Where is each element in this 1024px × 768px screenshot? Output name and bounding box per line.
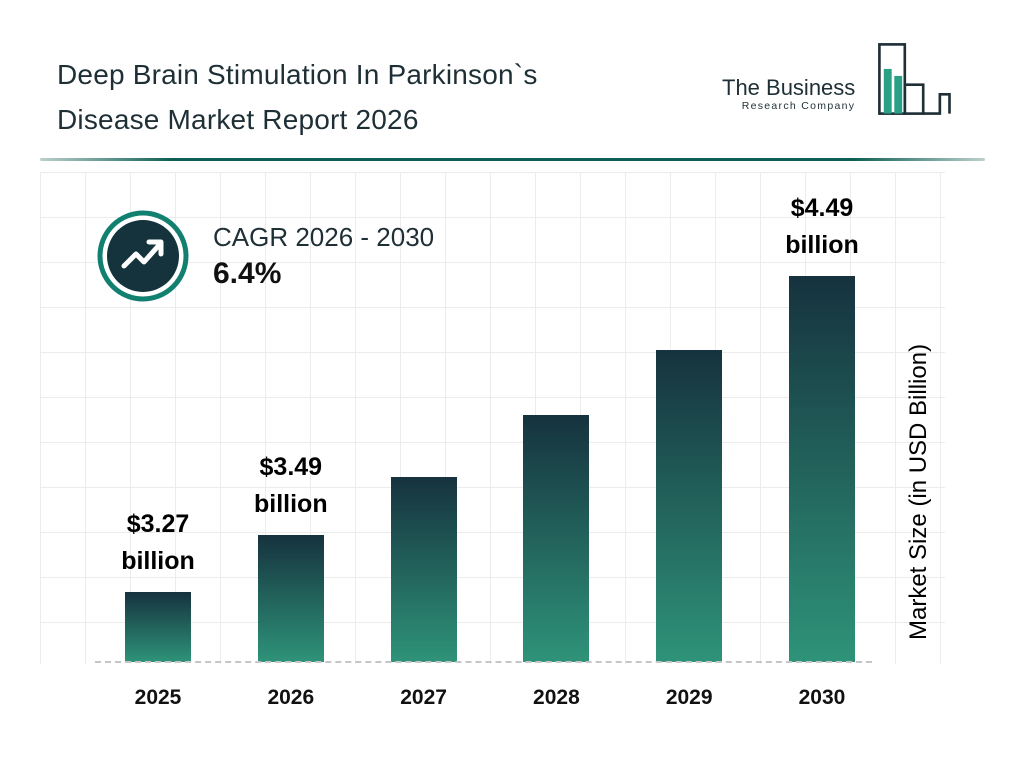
trend-up-icon (97, 210, 189, 307)
bar-2027 (390, 477, 457, 662)
x-axis-label-2028: 2028 (533, 686, 580, 709)
cagr-callout: CAGR 2026 - 2030 6.4% (97, 210, 434, 307)
bar-value-label-2026: $3.49 billion (254, 453, 328, 518)
cagr-text: CAGR 2026 - 2030 6.4% (213, 210, 434, 294)
bars-row: $3.27 billion 2025 $3.49 billion 2026 2027 2028… (121, 190, 859, 709)
bar-value-label-2030: $4.49 billion (785, 194, 859, 259)
x-axis-label-2025: 2025 (134, 686, 182, 709)
x-axis-label-2027: 2027 (400, 686, 447, 709)
bar-2028 (523, 415, 590, 662)
bar-2026 (257, 535, 324, 662)
cagr-value: 6.4% (213, 257, 282, 290)
company-logo-text: The Business Research Company (722, 76, 855, 113)
header-divider (40, 158, 985, 161)
company-logo: The Business Research Company (722, 40, 953, 123)
cagr-label: CAGR 2026 - 2030 (213, 222, 435, 252)
bar-group-2025: $3.27 billion 2025 (121, 190, 195, 709)
bar-2030 (788, 276, 855, 662)
x-axis-label-2030: 2030 (798, 686, 846, 709)
bar-group-2030: $4.49 billion 2030 (785, 190, 859, 709)
bar-group-2028: 2028 (523, 190, 590, 709)
bar-value-label-2025: $3.27 billion (121, 510, 195, 575)
page-title-line1: Deep Brain Stimulation In Parkinson`s (57, 59, 538, 90)
bar-2029 (656, 350, 723, 662)
bar-group-2026: $3.49 billion 2026 (254, 190, 328, 709)
x-axis-baseline (95, 661, 872, 663)
page-title-line2: Disease Market Report 2026 (57, 104, 419, 135)
page-title: Deep Brain Stimulation In Parkinson`s Di… (57, 52, 538, 142)
company-name: The Business (722, 75, 856, 100)
bar-group-2027: 2027 (390, 190, 457, 709)
bar-chart-logo-icon (861, 40, 953, 123)
y-axis-label: Market Size (in USD Billion) (905, 343, 932, 640)
bar-2025 (125, 592, 191, 662)
x-axis-label-2026: 2026 (267, 686, 315, 709)
bar-group-2029: 2029 (656, 190, 723, 709)
x-axis-label-2029: 2029 (665, 686, 713, 709)
company-subname: Research Company (741, 100, 856, 112)
